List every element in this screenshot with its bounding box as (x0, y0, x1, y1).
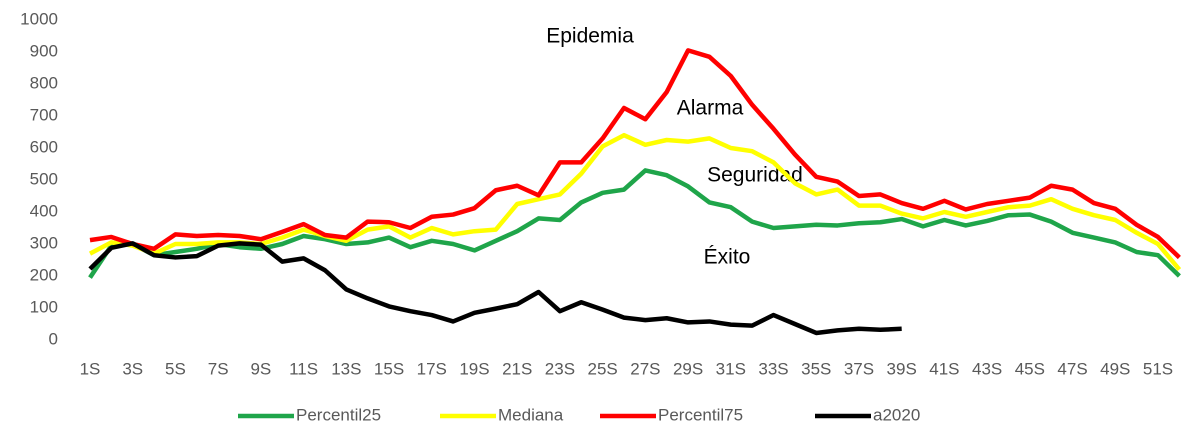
legend-label: Percentil25 (296, 405, 381, 424)
y-tick-label: 400 (30, 201, 58, 220)
x-tick-label: 47S (1057, 359, 1087, 378)
x-tick-label: 27S (630, 359, 660, 378)
x-tick-label: 19S (459, 359, 489, 378)
x-tick-label: 49S (1100, 359, 1130, 378)
x-tick-label: 15S (374, 359, 404, 378)
y-tick-label: 0 (49, 329, 58, 348)
legend-label: Mediana (498, 405, 564, 424)
series-line (88, 241, 902, 336)
legend-label: Percentil75 (658, 405, 743, 424)
annotation: Alarma (677, 97, 744, 120)
y-tick-label: 500 (30, 169, 58, 188)
y-tick-label: 300 (30, 233, 58, 252)
x-tick-label: 21S (502, 359, 532, 378)
series-line (88, 168, 1181, 279)
y-tick-label: 200 (30, 265, 58, 284)
legend-label: a2020 (873, 405, 920, 424)
series-line (88, 132, 1182, 272)
y-tick-label: 700 (30, 105, 58, 124)
y-tick-label: 600 (30, 137, 58, 156)
x-tick-label: 37S (844, 359, 874, 378)
y-tick-label: 800 (30, 73, 58, 92)
x-tick-label: 45S (1015, 359, 1045, 378)
x-tick-label: 25S (588, 359, 618, 378)
x-tick-label: 35S (801, 359, 831, 378)
annotation: Epidemia (546, 25, 634, 48)
x-tick-label: 39S (887, 359, 917, 378)
x-tick-label: 31S (716, 359, 746, 378)
x-tick-label: 13S (331, 359, 361, 378)
x-tick-label: 3S (122, 359, 143, 378)
x-tick-label: 23S (545, 359, 575, 378)
x-tick-label: 9S (250, 359, 271, 378)
x-tick-label: 33S (758, 359, 788, 378)
x-tick-label: 43S (972, 359, 1002, 378)
x-tick-label: 51S (1143, 359, 1173, 378)
x-tick-label: 41S (929, 359, 959, 378)
y-tick-label: 1000 (20, 9, 58, 28)
x-tick-label: 7S (208, 359, 229, 378)
x-tick-label: 1S (80, 359, 101, 378)
x-tick-label: 5S (165, 359, 186, 378)
x-tick-label: 29S (673, 359, 703, 378)
y-tick-label: 100 (30, 297, 58, 316)
annotation: Éxito (704, 246, 751, 269)
y-tick-label: 900 (30, 41, 58, 60)
x-tick-label: 17S (417, 359, 447, 378)
series-line (89, 48, 1181, 260)
x-tick-label: 11S (289, 359, 318, 378)
